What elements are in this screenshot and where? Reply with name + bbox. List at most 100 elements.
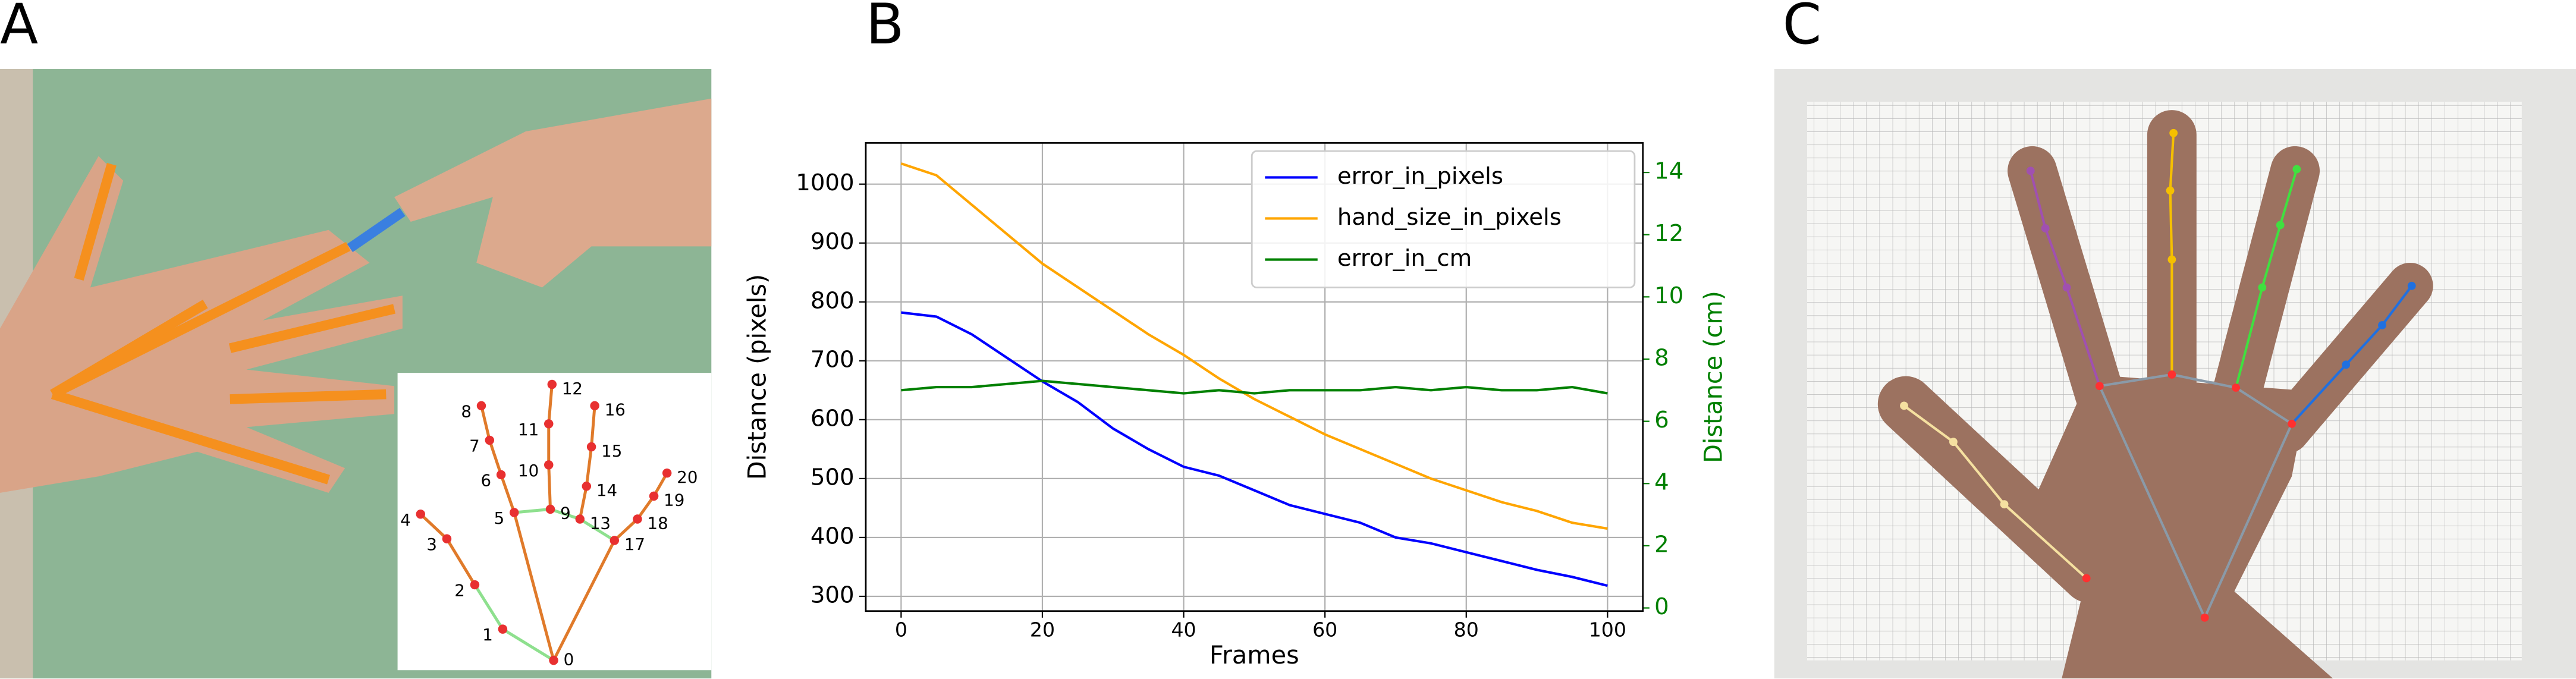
landmark-label: 10 <box>518 461 539 480</box>
pose-lines <box>50 163 395 485</box>
landmark-label: 7 <box>469 436 480 455</box>
bone <box>502 628 555 662</box>
hand-landmarks <box>1900 128 2416 622</box>
bone <box>547 464 552 510</box>
y-tick-label: 1000 <box>796 169 854 196</box>
bone <box>480 405 491 441</box>
hand-right <box>394 98 712 288</box>
panel-c-photo <box>1774 69 2576 679</box>
landmark <box>2378 321 2386 329</box>
bone <box>488 439 502 476</box>
legend-label: error_in_pixels <box>1337 163 1503 190</box>
y2-tick-label: 8 <box>1654 344 1669 371</box>
x-axis-label: Frames <box>1210 641 1299 669</box>
landmark-label: 3 <box>426 535 437 554</box>
landmark <box>2166 186 2175 195</box>
chart: 0 20 40 60 80 100 300 400 500 600 700 800 900 1000 0 2 4… <box>743 142 1727 669</box>
y-tick-label: 800 <box>811 287 855 314</box>
finger-line <box>2291 363 2347 425</box>
finger-line <box>2065 287 2101 386</box>
landmark-label: 17 <box>624 535 645 554</box>
landmark-label: 1 <box>482 625 493 645</box>
y-tick-label: 300 <box>811 581 855 608</box>
y-tick-label: 700 <box>811 346 855 373</box>
bone <box>579 517 615 542</box>
landmark <box>2342 360 2351 369</box>
finger-line <box>2044 228 2068 288</box>
series-line <box>901 311 1608 587</box>
palm-line <box>2203 423 2293 618</box>
pose-line <box>230 389 387 404</box>
landmark <box>2167 370 2176 379</box>
pose-line <box>51 389 331 485</box>
pose-line <box>74 163 117 281</box>
y2-tick-label: 6 <box>1654 407 1669 433</box>
y2-tick-label: 0 <box>1654 593 1669 620</box>
bone <box>552 539 616 661</box>
landmark <box>1949 438 1958 447</box>
y-tick-label: 600 <box>811 405 855 432</box>
landmark-label: 20 <box>677 467 698 487</box>
x-tick-label: 100 <box>1589 618 1626 641</box>
landmark <box>2276 221 2285 230</box>
landmark <box>476 401 486 411</box>
y2-axis-label: Distance (cm) <box>1699 291 1727 463</box>
landmark-label: 8 <box>461 401 472 421</box>
y2-tick-label: 4 <box>1654 469 1669 496</box>
finger-line <box>2169 133 2175 191</box>
landmark <box>549 655 558 665</box>
bone <box>549 508 581 521</box>
y-tick-label: 900 <box>811 228 855 255</box>
bone <box>578 486 588 520</box>
x-tick-label: 60 <box>1312 618 1337 641</box>
plot-frame <box>865 142 1644 612</box>
finger-line <box>2169 190 2173 260</box>
landmark <box>590 401 599 411</box>
series-line <box>900 162 1608 530</box>
landmark <box>2258 283 2267 292</box>
landmark-label: 14 <box>596 480 617 500</box>
y2-tick-label: 14 <box>1654 158 1683 185</box>
measure-line <box>347 208 406 253</box>
landmark <box>633 514 642 524</box>
landmark <box>2026 166 2035 175</box>
landmark <box>510 508 519 517</box>
landmark-label: 16 <box>605 400 626 420</box>
landmark <box>2095 382 2104 391</box>
landmark <box>544 419 554 429</box>
landmark <box>662 468 672 478</box>
panel-label: A <box>0 0 38 57</box>
x-tick-label: 80 <box>1454 618 1479 641</box>
palm-line <box>2171 373 2236 389</box>
bone <box>613 518 639 542</box>
landmark <box>498 624 508 634</box>
landmark <box>545 504 555 514</box>
landmark <box>2169 128 2178 137</box>
palm-line <box>2098 385 2206 618</box>
legend-label: hand_size_in_pixels <box>1337 204 1562 231</box>
landmark <box>2167 255 2176 264</box>
pose-line <box>228 304 395 353</box>
legend-box <box>1251 150 1636 288</box>
y-axis-label: Distance (pixels) <box>743 274 771 480</box>
landmark <box>1900 401 1908 410</box>
landmark <box>575 514 585 524</box>
bone <box>500 474 516 513</box>
landmark-inset <box>397 373 712 671</box>
landmark <box>2082 574 2091 583</box>
finger-line <box>2235 287 2264 388</box>
finger-line <box>2003 503 2088 580</box>
landmark <box>2062 283 2071 292</box>
pose-line <box>50 299 208 399</box>
landmark <box>2407 281 2416 290</box>
finger-line <box>1952 441 2006 505</box>
landmark <box>2292 165 2301 174</box>
panel-label: B <box>866 0 904 57</box>
palm-line <box>2235 386 2293 425</box>
landmark-label: 4 <box>400 510 411 530</box>
y2-tick-label: 10 <box>1654 282 1683 309</box>
landmark-label: 12 <box>562 379 583 398</box>
panel-label: C <box>1783 0 1822 57</box>
